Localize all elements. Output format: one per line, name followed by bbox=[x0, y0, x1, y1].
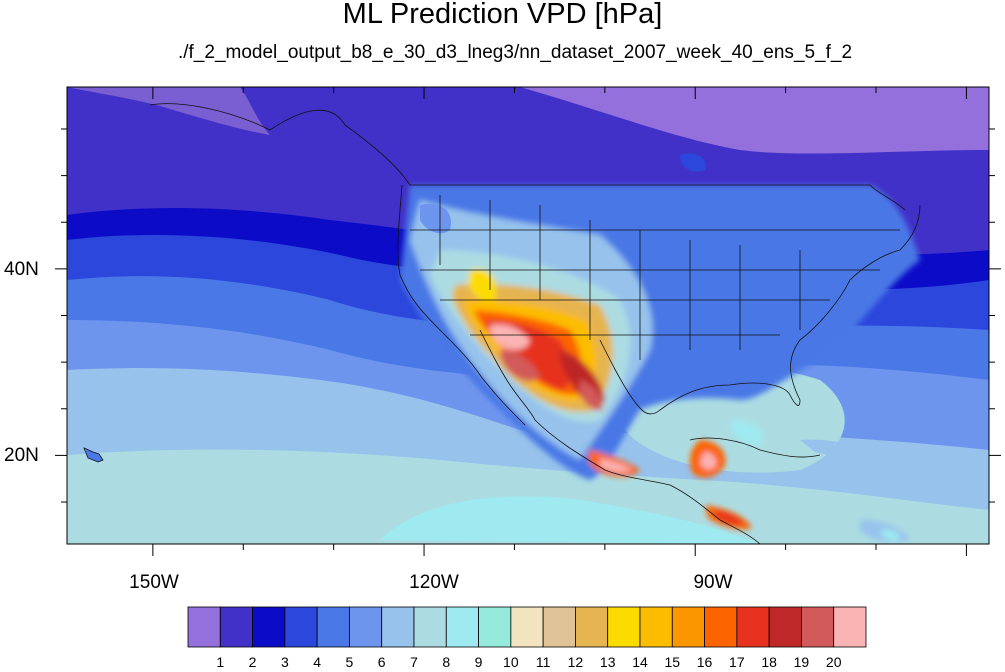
colorbar-box bbox=[510, 606, 544, 648]
colorbar-box bbox=[736, 606, 770, 648]
colorbar-tick-label: 17 bbox=[729, 654, 745, 670]
colorbar-box bbox=[575, 606, 609, 648]
colorbar-box bbox=[187, 606, 221, 648]
colorbar-tick-label: 4 bbox=[313, 654, 322, 670]
colorbar-tick-label: 9 bbox=[474, 654, 483, 670]
band-nw-lavender bbox=[67, 87, 270, 135]
colorbar-tick-label: 12 bbox=[567, 654, 584, 670]
colorbar-box bbox=[316, 606, 350, 648]
colorbar-tick-label: 18 bbox=[761, 654, 777, 670]
colorbar-tick-label: 8 bbox=[442, 654, 451, 670]
colorbar-box bbox=[704, 606, 738, 648]
colorbar-box bbox=[252, 606, 286, 648]
canada-cells bbox=[420, 203, 451, 234]
colorbar-box bbox=[219, 606, 253, 648]
lon-label-90w: 90W bbox=[693, 572, 733, 593]
colorbar-box bbox=[607, 606, 641, 648]
colorbar-tick-label: 14 bbox=[632, 654, 648, 670]
colorbar bbox=[187, 606, 867, 648]
colorbar-tick-label: 11 bbox=[535, 654, 551, 670]
colorbar-box bbox=[445, 606, 479, 648]
colorbar-box bbox=[349, 606, 383, 648]
lon-label-120w: 120W bbox=[409, 572, 459, 593]
band-tropics-9 bbox=[380, 496, 760, 544]
figure-title: ML Prediction VPD [hPa] bbox=[342, 0, 663, 30]
colorbar-tick-label: 5 bbox=[345, 654, 354, 670]
colorbar-box bbox=[801, 606, 835, 648]
figure-subtitle: ./f_2_model_output_b8_e_30_d3_lneg3/nn_d… bbox=[177, 42, 853, 63]
colorbar-tick-label: 3 bbox=[280, 654, 289, 670]
colorbar-tick-label: 16 bbox=[696, 654, 713, 670]
colorbar-tick-label: 15 bbox=[664, 654, 681, 670]
colorbar-tick-label: 20 bbox=[825, 654, 842, 670]
colorbar-tick-label: 6 bbox=[377, 654, 386, 670]
colorbar-box bbox=[671, 606, 705, 648]
lon-label-150w: 150W bbox=[129, 572, 179, 593]
colorbar-box bbox=[413, 606, 447, 648]
colorbar-tick-label: 10 bbox=[503, 654, 519, 670]
colorbar-tick-label: 1 bbox=[216, 654, 225, 670]
colorbar-tick-label: 19 bbox=[793, 654, 810, 670]
colorbar-box bbox=[542, 606, 576, 648]
lat-label-20n: 20N bbox=[4, 445, 39, 466]
vpd-field bbox=[67, 87, 989, 544]
lat-label-40n: 40N bbox=[4, 259, 39, 280]
colorbar-box bbox=[833, 606, 867, 648]
colorbar-box bbox=[284, 606, 318, 648]
colorbar-box bbox=[639, 606, 673, 648]
colorbar-tick-label: 2 bbox=[248, 654, 257, 670]
colorbar-box bbox=[478, 606, 512, 648]
colorbar-box bbox=[381, 606, 415, 648]
colorbar-box bbox=[768, 606, 802, 648]
canada-cells-2 bbox=[680, 153, 706, 172]
caribbean-islands bbox=[800, 439, 880, 459]
land-field bbox=[400, 185, 920, 542]
political-boundaries bbox=[83, 103, 921, 544]
map-ticks bbox=[55, 87, 1001, 556]
colorbar-tick-label: 13 bbox=[599, 654, 616, 670]
colorbar-tick-label: 7 bbox=[410, 654, 418, 670]
band-north-lavender bbox=[520, 87, 989, 154]
